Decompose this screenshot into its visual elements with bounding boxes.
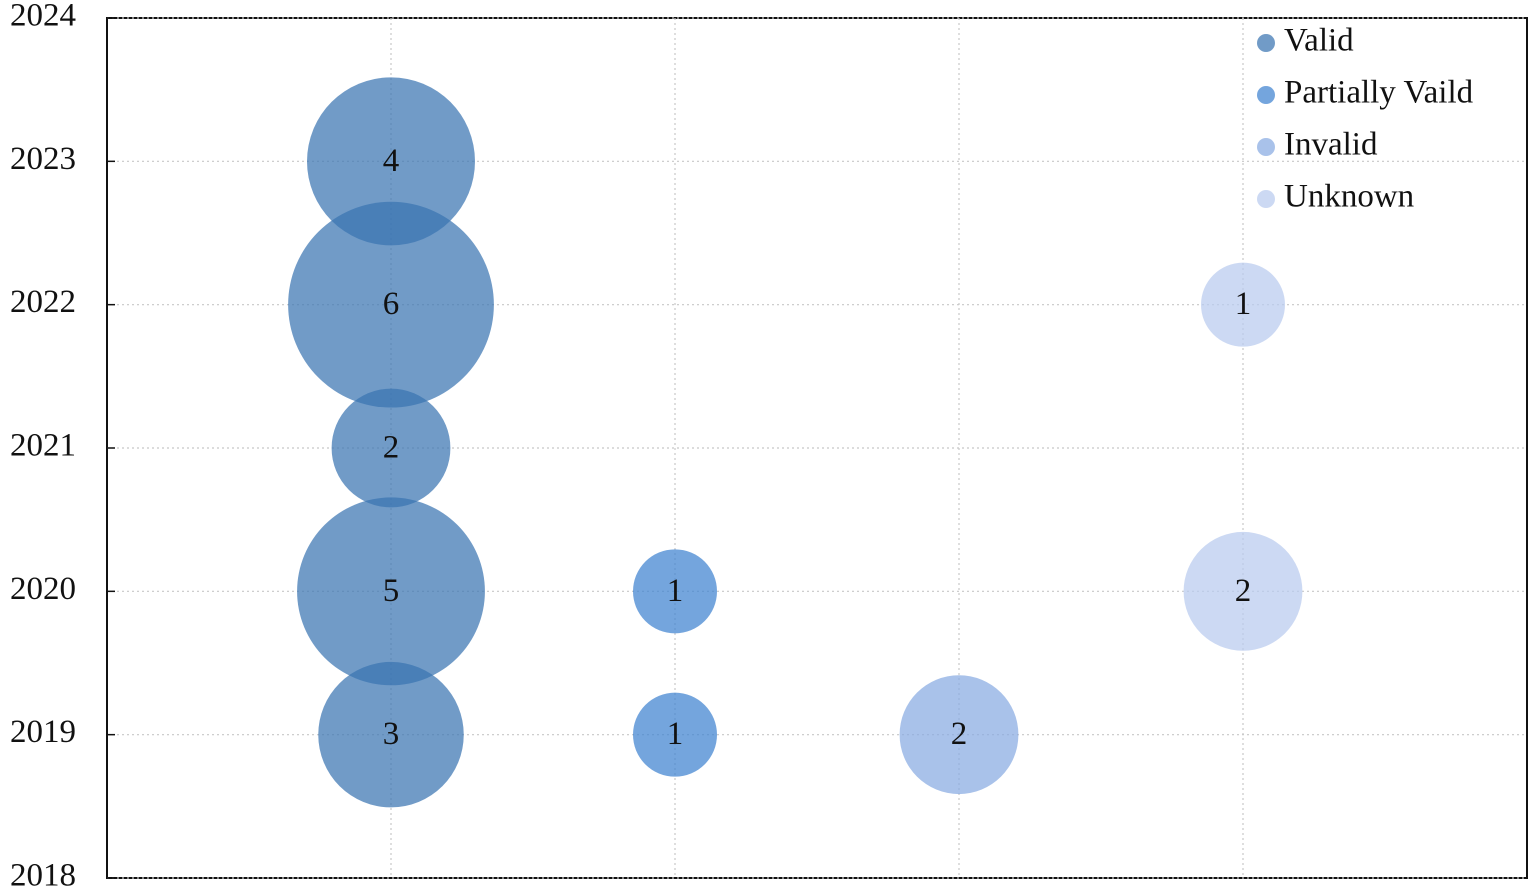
bubble (1201, 262, 1285, 347)
legend-label: Invalid (1284, 127, 1378, 163)
legend-label: Unknown (1284, 179, 1414, 215)
data-label: 1 (1235, 286, 1252, 322)
legend-marker (1257, 138, 1275, 156)
bubbles (288, 77, 1303, 808)
bubble (288, 201, 494, 408)
y-tick-label: 2020 (10, 571, 76, 607)
y-tick-label: 2023 (10, 141, 76, 177)
data-label: 3 (383, 716, 400, 752)
bubble (318, 661, 464, 808)
bubble (633, 549, 717, 634)
legend: Valid Partially Vaild Invalid Unknown (1257, 23, 1474, 215)
y-tick-label: 2018 (10, 858, 76, 894)
bubble (633, 692, 717, 777)
bubble (899, 675, 1019, 795)
bubble (331, 388, 451, 508)
data-label: 6 (383, 286, 400, 322)
legend-marker (1257, 34, 1275, 52)
y-tick-label: 2024 (10, 0, 76, 34)
data-label: 5 (383, 573, 400, 609)
data-label: 1 (667, 573, 684, 609)
bubble (307, 77, 475, 246)
bubble (1183, 531, 1303, 651)
data-label: 2 (951, 716, 968, 752)
legend-marker (1257, 86, 1275, 104)
y-tick-label: 2022 (10, 284, 76, 320)
y-tick-label: 2019 (10, 714, 76, 750)
data-labels: 3 5 2 6 4 1 1 2 2 1 (383, 143, 1252, 752)
legend-label: Valid (1284, 23, 1354, 59)
data-label: 1 (667, 716, 684, 752)
legend-label: Partially Vaild (1284, 75, 1474, 111)
y-tick-label: 2021 (10, 428, 76, 464)
data-label: 2 (383, 430, 400, 466)
data-label: 4 (383, 143, 400, 179)
legend-marker (1257, 190, 1275, 208)
bubble (297, 497, 485, 686)
data-label: 2 (1235, 573, 1252, 609)
